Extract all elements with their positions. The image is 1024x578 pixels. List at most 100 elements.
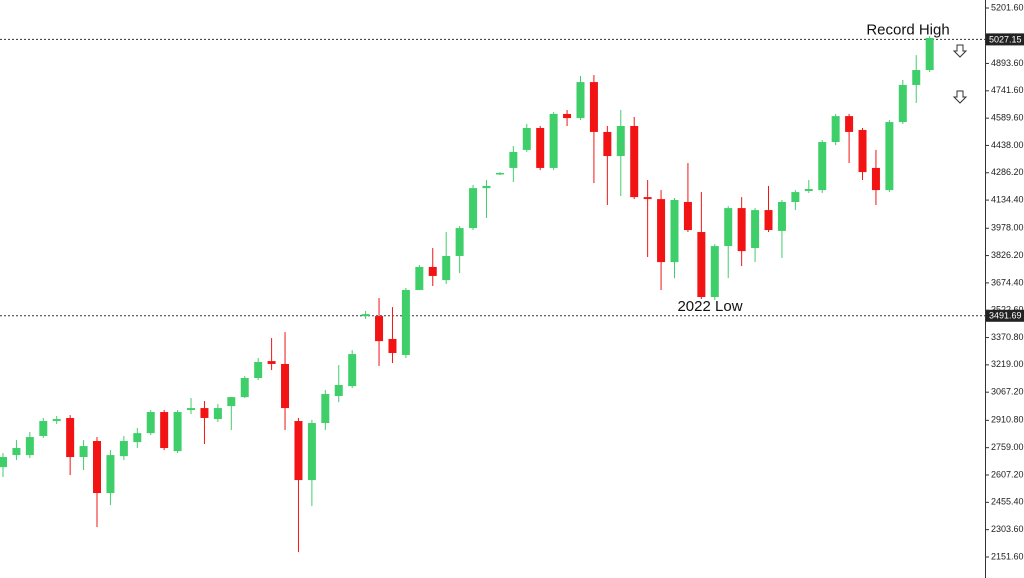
candle-body xyxy=(804,189,813,191)
candle-body xyxy=(522,127,531,150)
candle-body xyxy=(93,441,102,494)
levels: 5027.15 3491.69 xyxy=(0,33,1024,322)
candle-body xyxy=(818,142,827,191)
arrow-icon xyxy=(952,44,968,104)
candle-body xyxy=(469,188,478,229)
candle-body xyxy=(39,421,48,436)
candle-body xyxy=(375,316,384,342)
candle-body xyxy=(361,314,370,317)
candle-body xyxy=(281,363,290,409)
y-tick-label: 4286.20 xyxy=(991,167,1024,177)
candle-body xyxy=(173,412,182,452)
candle-body xyxy=(764,210,773,231)
candle-body xyxy=(495,172,504,175)
candle-body xyxy=(267,361,276,364)
level-label-box xyxy=(986,309,1024,322)
candle-body xyxy=(146,412,155,434)
y-tick-label: 2151.60 xyxy=(991,551,1024,561)
candle-body xyxy=(119,441,128,457)
candle-body xyxy=(912,70,921,85)
candle-body xyxy=(751,210,760,249)
candle-body xyxy=(106,455,115,494)
y-axis: 5201.60 4893.60 4741.60 4589.60 4438.00 4286.… xyxy=(985,2,1024,561)
candle-body xyxy=(455,228,464,256)
candle-body xyxy=(133,433,142,443)
annotation: 2022 Low xyxy=(677,298,742,315)
candle-body xyxy=(697,232,706,298)
candle-body xyxy=(563,113,572,119)
candle-body xyxy=(630,126,639,198)
candle-body xyxy=(710,246,719,298)
candle-body xyxy=(885,122,894,191)
candle-body xyxy=(52,419,61,422)
y-tick-label: 3370.80 xyxy=(991,332,1024,342)
candle-body xyxy=(549,113,558,168)
y-tick-label: 4438.00 xyxy=(991,140,1024,150)
level-label-box xyxy=(986,33,1024,46)
candle-body xyxy=(871,167,880,191)
candle-body xyxy=(334,385,343,397)
y-tick-label: 5201.60 xyxy=(991,2,1024,12)
candle-body xyxy=(509,151,518,168)
candle-body xyxy=(536,127,545,168)
candle-body xyxy=(898,84,907,123)
candle-body xyxy=(200,408,209,418)
candle-body xyxy=(925,37,934,71)
y-tick-label: 4134.40 xyxy=(991,194,1024,204)
level-label: 3491.69 xyxy=(989,311,1022,321)
y-tick-label: 2607.20 xyxy=(991,469,1024,479)
y-tick-label: 3674.40 xyxy=(991,277,1024,287)
candle-body xyxy=(576,82,585,119)
candle-body xyxy=(213,408,222,420)
candle-body xyxy=(442,255,451,281)
candle-body xyxy=(66,417,75,458)
candle-body xyxy=(12,448,21,456)
y-tick-label: 3522.60 xyxy=(991,305,1024,315)
candle-body xyxy=(187,408,196,411)
y-tick-label: 3219.00 xyxy=(991,359,1024,369)
candle-body xyxy=(25,437,34,456)
candles xyxy=(0,36,934,553)
candle-body xyxy=(683,201,692,231)
candle-body xyxy=(79,446,88,458)
candle-body xyxy=(845,116,854,132)
y-tick-label: 2759.00 xyxy=(991,442,1024,452)
level-label: 5027.15 xyxy=(989,34,1022,44)
y-tick-label: 3067.20 xyxy=(991,387,1024,397)
candle-body xyxy=(777,201,786,231)
candle-body xyxy=(401,289,410,355)
candle-body xyxy=(643,197,652,200)
candle-body xyxy=(240,378,249,398)
candle-body xyxy=(348,354,357,387)
candle-body xyxy=(321,394,330,424)
candle-body xyxy=(657,199,666,263)
candle-body xyxy=(428,266,437,276)
candle-body xyxy=(858,129,867,173)
candle-body xyxy=(616,126,625,157)
candle-body xyxy=(482,185,491,189)
candle-body xyxy=(603,131,612,157)
candle-body xyxy=(388,338,397,353)
y-tick-label: 2455.40 xyxy=(991,497,1024,507)
candle-body xyxy=(589,82,598,132)
candle-body xyxy=(307,423,316,481)
candle-body xyxy=(0,457,7,468)
candle-body xyxy=(724,208,733,247)
candle-body xyxy=(294,421,303,481)
candle-body xyxy=(160,412,169,449)
candle-body xyxy=(227,397,236,407)
y-tick-label: 4741.60 xyxy=(991,85,1024,95)
y-tick-label: 3826.20 xyxy=(991,250,1024,260)
y-tick-label: 2303.60 xyxy=(991,524,1024,534)
y-tick-label: 2910.80 xyxy=(991,415,1024,425)
candle-body xyxy=(415,266,424,290)
y-tick-label: 3978.00 xyxy=(991,223,1024,233)
candle-body xyxy=(737,208,746,252)
annotation: Record High xyxy=(866,21,949,38)
y-tick-label: 4893.60 xyxy=(991,58,1024,68)
candle-body xyxy=(791,192,800,202)
y-tick-label: 4589.60 xyxy=(991,113,1024,123)
candle-body xyxy=(831,116,840,143)
